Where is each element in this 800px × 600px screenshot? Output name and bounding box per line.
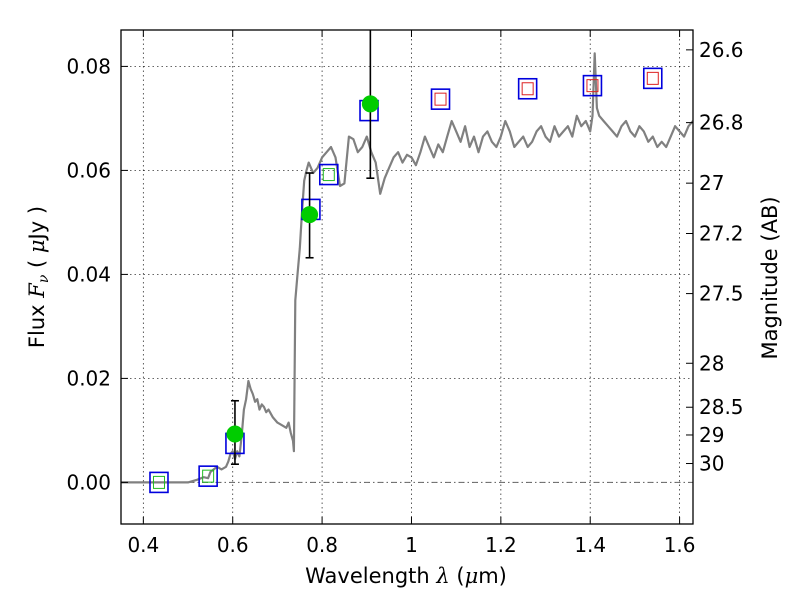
inner-green-square xyxy=(322,168,335,182)
axis-ticks: 0.4 0.6 0.8 1 1.2 1.4 1.6 0.00 0.02 0.04 0.06 0.08 2… xyxy=(66,30,744,557)
model-flux-square xyxy=(430,88,451,110)
inner-green-square xyxy=(152,475,165,489)
spectrum-series xyxy=(121,52,693,484)
magnitude-tick-label: 28.5 xyxy=(699,395,744,419)
grid xyxy=(121,30,693,524)
y-tick-label: 0.06 xyxy=(66,158,111,182)
x-tick-label: 0.4 xyxy=(127,533,159,557)
y-tick-label: 0.02 xyxy=(66,366,111,390)
magnitude-tick-label: 29 xyxy=(699,423,724,447)
magnitude-tick-label: 27.2 xyxy=(699,221,744,245)
y-axis-label-left: Flux Fν ( μJy ) xyxy=(25,206,52,348)
photometry-markers xyxy=(149,30,663,494)
model-flux-square xyxy=(642,67,663,90)
x-tick-label: 0.6 xyxy=(217,533,249,557)
x-tick-label: 1.6 xyxy=(664,533,696,557)
x-tick-label: 1.2 xyxy=(485,533,517,557)
inner-green-square xyxy=(202,469,215,483)
y-tick-label: 0.08 xyxy=(66,54,111,78)
observed-flux-point xyxy=(301,206,319,224)
y-axis-label-right: Magnitude (AB) xyxy=(758,196,782,359)
x-axis-label: Wavelength λ (μm) xyxy=(305,564,507,588)
model-flux-square xyxy=(582,74,603,97)
x-tick-label: 1.4 xyxy=(574,533,606,557)
model-flux-square xyxy=(149,471,169,494)
spectrum-line xyxy=(121,52,693,484)
observed-flux-point xyxy=(361,95,379,113)
x-tick-label: 0.8 xyxy=(306,533,338,557)
magnitude-tick-label: 26.6 xyxy=(699,38,744,62)
magnitude-tick-label: 28 xyxy=(699,351,724,375)
model-flux-square xyxy=(318,163,339,186)
inner-red-square xyxy=(586,79,599,93)
inner-red-square xyxy=(646,71,659,85)
model-flux-square xyxy=(198,465,218,487)
magnitude-tick-label: 27 xyxy=(699,171,724,195)
magnitude-tick-label: 30 xyxy=(699,452,724,476)
y-tick-label: 0.04 xyxy=(66,262,111,286)
inner-red-square xyxy=(521,82,534,96)
model-flux-square xyxy=(517,77,538,100)
observed-flux-point xyxy=(226,425,244,443)
plot-frame xyxy=(120,29,694,525)
inner-red-square xyxy=(434,92,447,106)
x-tick-label: 1 xyxy=(405,533,418,557)
y-tick-label: 0.00 xyxy=(66,470,111,494)
magnitude-tick-label: 27.5 xyxy=(699,282,744,306)
magnitude-tick-label: 26.8 xyxy=(699,111,744,135)
